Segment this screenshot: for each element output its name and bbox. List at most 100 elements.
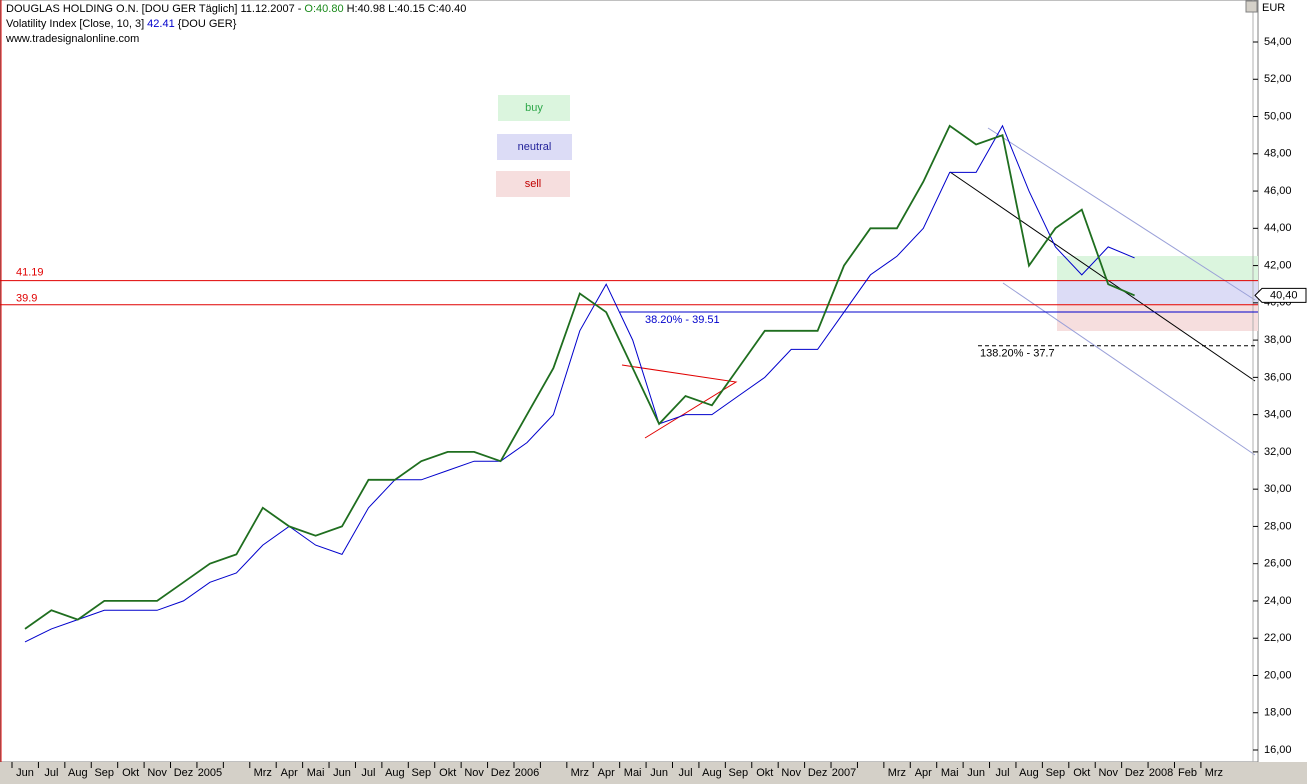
series-line <box>24 124 1135 643</box>
x-tick-label: Jun <box>967 767 985 779</box>
scroll-button[interactable] <box>1245 0 1258 13</box>
y-tick-label: 38,00 <box>1264 334 1292 346</box>
x-tick-label: Dez <box>174 767 194 779</box>
x-tick-label: Okt <box>122 767 139 779</box>
level-label: 38.20% - 39.51 <box>645 314 720 326</box>
x-tick-label: Jul <box>361 767 375 779</box>
y-tick-label: 30,00 <box>1264 483 1292 495</box>
triangle <box>621 364 738 439</box>
series-name: Volatility Index <box>6 18 77 30</box>
y-tick-label: 22,00 <box>1264 632 1292 644</box>
level-label: 41.19 <box>16 267 44 279</box>
x-tick-label: Nov <box>464 767 484 779</box>
y-tick-label: 50,00 <box>1264 110 1292 122</box>
x-tick-label: Apr <box>281 767 298 779</box>
legend-label: sell <box>525 178 542 190</box>
legend-box <box>496 171 570 197</box>
x-tick-label: 2005 <box>198 767 222 779</box>
legend-label: buy <box>525 102 543 114</box>
high: H:40.98 <box>346 3 386 15</box>
legend-box <box>498 95 570 121</box>
y-tick-label: 18,00 <box>1264 707 1292 719</box>
x-tick-label: Aug <box>68 767 88 779</box>
x-tick-label: Mrz <box>571 767 589 779</box>
x-tick-label: Nov <box>781 767 801 779</box>
y-tick-label: 54,00 <box>1264 36 1292 48</box>
y-tick-label: 24,00 <box>1264 595 1292 607</box>
y-tick-label: 52,00 <box>1264 73 1292 85</box>
y-tick-label: 46,00 <box>1264 185 1292 197</box>
x-tick-label: Sep <box>729 767 749 779</box>
header-line: DOUGLAS HOLDING O.N. [DOU GER Täglich] 11… <box>6 2 469 17</box>
x-tick-label: Aug <box>702 767 722 779</box>
level-label: 39.9 <box>16 293 37 305</box>
header: DOUGLAS HOLDING O.N. [DOU GER Täglich] 11… <box>6 2 469 47</box>
x-tick-label: Jul <box>996 767 1010 779</box>
x-tick-label: Jun <box>650 767 668 779</box>
x-tick-label: Mrz <box>1205 767 1223 779</box>
x-tick-label: Mai <box>307 767 325 779</box>
series-line <box>24 124 1135 630</box>
legend-box <box>497 134 572 160</box>
x-tick-label: Nov <box>147 767 167 779</box>
y-tick-label: 48,00 <box>1264 148 1292 160</box>
x-tick-label: Dez <box>491 767 511 779</box>
x-tick-label: Okt <box>756 767 773 779</box>
plot-frame <box>0 0 1259 763</box>
x-tick-label: Jun <box>333 767 351 779</box>
params: [Close, 10, 3] <box>79 18 145 30</box>
series-name: DOUGLAS HOLDING O.N. <box>6 3 139 15</box>
x-tick-label: Mrz <box>254 767 272 779</box>
x-tick-label: Jun <box>16 767 34 779</box>
x-tick-label: Dez <box>808 767 828 779</box>
neutral-zone <box>1057 281 1258 304</box>
level-label: 138.20% - 37.7 <box>980 348 1055 360</box>
x-tick-label: Okt <box>439 767 456 779</box>
x-tick-label: Mai <box>624 767 642 779</box>
x-tick-label: Sep <box>412 767 432 779</box>
y-tick-label: 16,00 <box>1264 744 1292 756</box>
symbol: {DOU GER} <box>177 18 237 30</box>
x-tick-label: Aug <box>1019 767 1039 779</box>
x-tick-label: Jul <box>44 767 58 779</box>
x-tick-label: Sep <box>94 767 114 779</box>
y-tick-label: 42,00 <box>1264 259 1292 271</box>
x-tick-label: Jul <box>678 767 692 779</box>
close: C:40.40 <box>427 3 467 15</box>
legend-label: neutral <box>518 141 552 153</box>
x-tick-label: Sep <box>1046 767 1066 779</box>
x-tick-label: Aug <box>385 767 405 779</box>
header-line: www.tradesignalonline.com <box>6 32 469 47</box>
sell-zone <box>1057 304 1258 331</box>
x-tick-label: Apr <box>915 767 932 779</box>
info: [DOU GER Täglich] 11.12.2007 - <box>141 3 302 15</box>
channel-upper <box>987 127 1256 301</box>
low: L:40.15 <box>388 3 425 15</box>
x-tick-label: 2006 <box>515 767 539 779</box>
y-tick-label: 36,00 <box>1264 371 1292 383</box>
y-tick-label: 44,00 <box>1264 222 1292 234</box>
y-unit: EUR <box>1262 2 1285 14</box>
y-tick-label: 34,00 <box>1264 409 1292 421</box>
open: O:40.80 <box>304 3 344 15</box>
y-tick-label: 20,00 <box>1264 669 1292 681</box>
x-tick-label: Mrz <box>888 767 906 779</box>
header-line: Volatility Index [Close, 10, 3] 42.41 {DOU … <box>6 17 469 32</box>
x-tick-label: Mai <box>941 767 959 779</box>
y-tick-label: 32,00 <box>1264 446 1292 458</box>
y-tick-label: 28,00 <box>1264 520 1292 532</box>
x-tick-label: Nov <box>1098 767 1118 779</box>
last-price-label: 40,40 <box>1270 289 1298 301</box>
source: www.tradesignalonline.com <box>6 33 140 45</box>
y-tick-label: 26,00 <box>1264 558 1292 570</box>
x-tick-label: Dez <box>1125 767 1145 779</box>
x-tick-label: Apr <box>598 767 615 779</box>
x-tick-label: 2007 <box>832 767 856 779</box>
indicator-value: 42.41 <box>147 18 175 30</box>
x-tick-label: Feb <box>1178 767 1197 779</box>
x-tick-label: Okt <box>1073 767 1090 779</box>
last-price-marker <box>1254 287 1307 303</box>
x-tick-label: 2008 <box>1149 767 1173 779</box>
